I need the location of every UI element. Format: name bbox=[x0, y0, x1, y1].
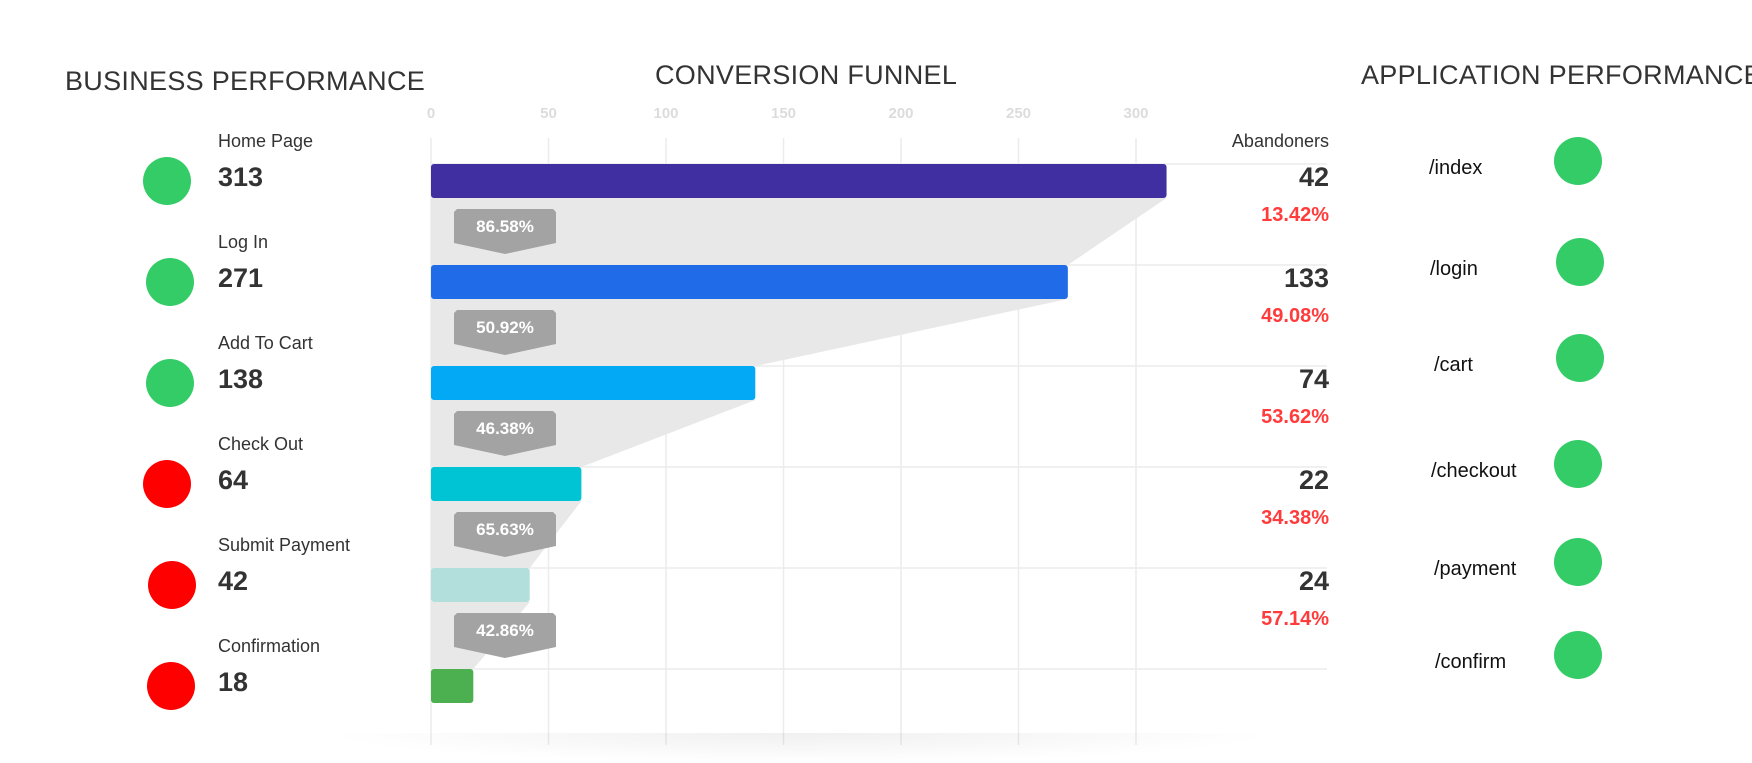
abandon-rate: 13.42% bbox=[1261, 204, 1329, 226]
endpoint-status-dot bbox=[1554, 440, 1602, 488]
stage-label: Confirmation bbox=[218, 636, 321, 656]
stage-label: Check Out bbox=[218, 434, 304, 454]
funnel-bar bbox=[431, 568, 530, 602]
conversion-rate-label: 46.38% bbox=[476, 419, 534, 438]
endpoint-path-label: /payment bbox=[1434, 558, 1517, 580]
stage-value: 42 bbox=[218, 566, 249, 596]
business-status-dot bbox=[146, 258, 194, 306]
endpoint-path-label: /index bbox=[1429, 157, 1483, 179]
conversion-rate-callout bbox=[454, 209, 556, 254]
business-status-dot bbox=[143, 460, 191, 508]
endpoint-path-label: /checkout bbox=[1431, 460, 1517, 482]
business-status-dot bbox=[147, 662, 195, 710]
stage-label: Add To Cart bbox=[218, 333, 313, 353]
conversion-rate-callout bbox=[454, 411, 556, 456]
abandon-rate: 53.62% bbox=[1261, 406, 1329, 428]
conversion-funnel-title: CONVERSION FUNNEL bbox=[655, 60, 958, 90]
x-tick-label: 100 bbox=[653, 105, 678, 122]
abandoners-count: 22 bbox=[1298, 465, 1329, 495]
conversion-rate-callout bbox=[454, 613, 556, 658]
funnel-bar bbox=[431, 467, 582, 501]
conversion-rate-label: 42.86% bbox=[476, 621, 534, 640]
conversion-rate-label: 65.63% bbox=[476, 520, 534, 539]
endpoint-status-dot bbox=[1554, 538, 1602, 586]
stage-label: Submit Payment bbox=[218, 535, 351, 555]
abandoners-header: Abandoners bbox=[1231, 131, 1329, 151]
endpoint-status-dot bbox=[1554, 137, 1602, 185]
conversion-rate-label: 50.92% bbox=[476, 318, 534, 337]
stage-value: 313 bbox=[218, 162, 264, 192]
application-performance-title: APPLICATION PERFORMANCE bbox=[1361, 60, 1752, 90]
endpoint-path-label: /confirm bbox=[1435, 651, 1507, 673]
stage-label: Log In bbox=[218, 232, 269, 252]
funnel-connector bbox=[431, 198, 1167, 265]
abandoners-count: 24 bbox=[1298, 566, 1329, 596]
x-tick-label: 250 bbox=[1006, 105, 1031, 122]
stage-value: 64 bbox=[218, 465, 249, 495]
stage-value: 18 bbox=[218, 667, 249, 697]
x-tick-label: 300 bbox=[1123, 105, 1148, 122]
endpoint-path-label: /login bbox=[1430, 258, 1478, 280]
abandoners-count: 42 bbox=[1298, 162, 1329, 192]
abandoners-count: 133 bbox=[1283, 263, 1329, 293]
x-tick-label: 50 bbox=[540, 105, 557, 122]
funnel-connector bbox=[431, 299, 1068, 366]
business-status-dot bbox=[143, 157, 191, 205]
x-tick-label: 0 bbox=[427, 105, 435, 122]
business-status-dot bbox=[148, 561, 196, 609]
abandon-rate: 34.38% bbox=[1261, 507, 1329, 529]
business-performance-title: BUSINESS PERFORMANCE bbox=[65, 66, 426, 96]
stage-value: 138 bbox=[218, 364, 264, 394]
funnel-bar bbox=[431, 164, 1167, 198]
x-tick-label: 200 bbox=[888, 105, 913, 122]
x-tick-label: 150 bbox=[771, 105, 796, 122]
business-status-dot bbox=[146, 359, 194, 407]
endpoint-status-dot bbox=[1554, 631, 1602, 679]
funnel-bar bbox=[431, 265, 1068, 299]
endpoint-path-label: /cart bbox=[1434, 354, 1473, 376]
endpoint-status-dot bbox=[1556, 238, 1604, 286]
chart-shadow bbox=[320, 733, 1280, 763]
stage-label: Home Page bbox=[218, 131, 314, 151]
abandoners-count: 74 bbox=[1298, 364, 1329, 394]
funnel-bar bbox=[431, 366, 756, 400]
abandon-rate: 57.14% bbox=[1261, 608, 1329, 630]
endpoint-status-dot bbox=[1556, 334, 1604, 382]
stage-value: 271 bbox=[218, 263, 264, 293]
conversion-rate-callout bbox=[454, 512, 556, 557]
conversion-rate-callout bbox=[454, 310, 556, 355]
funnel-bar bbox=[431, 669, 474, 703]
abandon-rate: 49.08% bbox=[1261, 305, 1329, 327]
conversion-rate-label: 86.58% bbox=[476, 217, 534, 236]
